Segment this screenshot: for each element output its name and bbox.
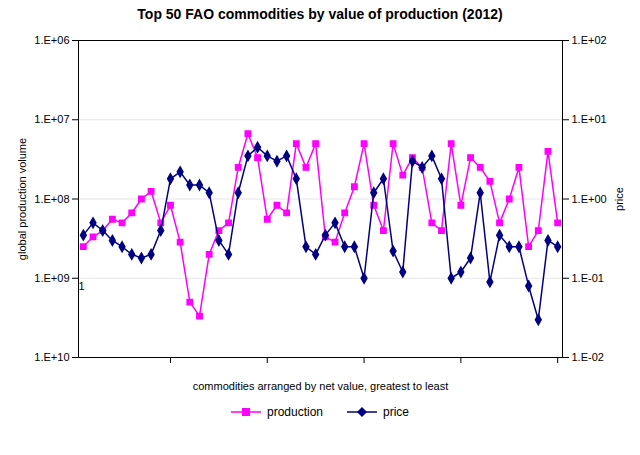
svg-text:1.E+01: 1.E+01 bbox=[572, 113, 607, 125]
svg-text:1.E+08: 1.E+08 bbox=[34, 193, 69, 205]
svg-text:price: price bbox=[613, 187, 625, 211]
svg-text:1: 1 bbox=[79, 280, 85, 292]
svg-text:1.E+10: 1.E+10 bbox=[34, 351, 69, 363]
html-text:production: production bbox=[267, 405, 323, 419]
svg-text:commodities arranged by net va: commodities arranged by net value, great… bbox=[193, 380, 449, 392]
svg-text:1.E-02: 1.E-02 bbox=[572, 351, 604, 363]
svg-text:1.E+07: 1.E+07 bbox=[34, 113, 69, 125]
svg-text:1.E+00: 1.E+00 bbox=[572, 193, 607, 205]
html-text:price: price bbox=[383, 405, 409, 419]
html-text:Top 50 FAO commodities by valu: Top 50 FAO commodities by value of produ… bbox=[137, 6, 503, 22]
svg-text:1.E+02: 1.E+02 bbox=[572, 34, 607, 46]
svg-text:1.E-01: 1.E-01 bbox=[572, 272, 604, 284]
svg-text:1.E+09: 1.E+09 bbox=[34, 272, 69, 284]
svg-text:global production volume: global production volume bbox=[16, 138, 28, 260]
svg-text:1.E+06: 1.E+06 bbox=[34, 34, 69, 46]
